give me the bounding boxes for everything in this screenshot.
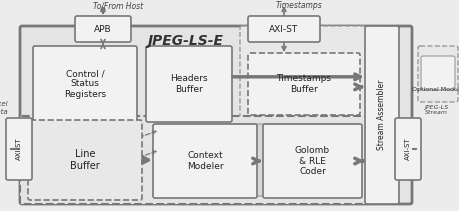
FancyBboxPatch shape (263, 124, 361, 198)
FancyBboxPatch shape (247, 16, 319, 42)
FancyBboxPatch shape (157, 124, 359, 196)
Text: APB: APB (94, 24, 112, 34)
Text: AXI-ST: AXI-ST (404, 138, 410, 160)
Text: Timestamps
Buffer: Timestamps Buffer (276, 74, 331, 94)
FancyBboxPatch shape (153, 124, 257, 198)
FancyBboxPatch shape (20, 26, 411, 204)
FancyBboxPatch shape (33, 46, 137, 122)
FancyBboxPatch shape (75, 16, 131, 42)
Text: To/From Host: To/From Host (93, 1, 143, 11)
Text: Timestamps: Timestamps (275, 1, 322, 11)
Text: Golomb
& RLE
Coder: Golomb & RLE Coder (294, 146, 330, 176)
Text: Pixel
Data: Pixel Data (0, 101, 8, 115)
FancyBboxPatch shape (394, 118, 420, 180)
Text: Line
Buffer: Line Buffer (70, 149, 100, 171)
FancyBboxPatch shape (20, 116, 369, 204)
Text: Context
Modeler: Context Modeler (186, 151, 223, 171)
Text: Stream Assembler: Stream Assembler (377, 80, 386, 150)
FancyBboxPatch shape (6, 118, 32, 180)
FancyBboxPatch shape (247, 53, 359, 115)
FancyBboxPatch shape (364, 26, 398, 204)
FancyBboxPatch shape (240, 26, 381, 120)
Text: AXI-ST: AXI-ST (269, 24, 298, 34)
Text: Optional Module: Optional Module (411, 88, 459, 92)
FancyBboxPatch shape (28, 120, 142, 200)
FancyBboxPatch shape (161, 128, 357, 194)
Text: Control /
Status
Registers: Control / Status Registers (64, 69, 106, 99)
FancyBboxPatch shape (420, 56, 454, 90)
Text: JPEG-LS-E: JPEG-LS-E (146, 34, 223, 48)
FancyBboxPatch shape (417, 46, 457, 102)
Text: Headers
Buffer: Headers Buffer (170, 74, 207, 94)
FancyBboxPatch shape (146, 46, 231, 122)
Text: AXI-ST: AXI-ST (16, 138, 22, 160)
Text: JPEG-LS
Stream: JPEG-LS Stream (423, 105, 447, 115)
